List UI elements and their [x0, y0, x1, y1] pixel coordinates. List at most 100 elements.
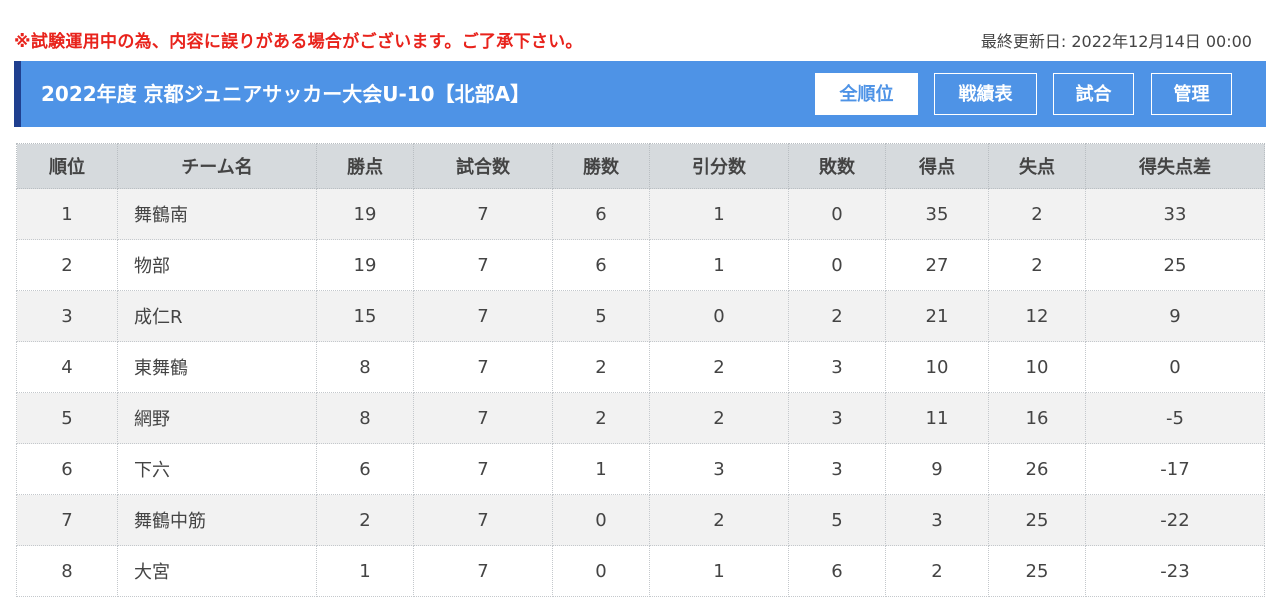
- cell-team-name: 物部: [117, 239, 317, 291]
- cell-played: 7: [413, 239, 553, 291]
- nav-button-matches[interactable]: 試合: [1053, 73, 1134, 115]
- cell-goals-against: 26: [988, 443, 1086, 495]
- nav-button-full-standings[interactable]: 全順位: [815, 73, 918, 115]
- cell-goal-difference: -23: [1085, 545, 1265, 597]
- cell-wins: 2: [552, 341, 650, 393]
- cell-goal-difference: 9: [1085, 290, 1265, 342]
- column-header-goals-for: 得点: [885, 143, 989, 189]
- cell-draws: 2: [649, 494, 789, 546]
- cell-rank: 1: [16, 188, 118, 240]
- cell-rank: 4: [16, 341, 118, 393]
- cell-points: 8: [316, 341, 414, 393]
- top-bar: ※試験運用中の為、内容に誤りがある場合がございます。ご了承下さい。 最終更新日:…: [0, 0, 1280, 58]
- cell-played: 7: [413, 341, 553, 393]
- cell-played: 7: [413, 443, 553, 495]
- column-header-played: 試合数: [413, 143, 553, 189]
- cell-losses: 6: [788, 545, 886, 597]
- cell-played: 7: [413, 392, 553, 444]
- table-row: 2 物部 19 7 6 1 0 27 2 25: [16, 239, 1265, 291]
- table-row: 3 成仁R 15 7 5 0 2 21 12 9: [16, 290, 1265, 342]
- cell-team-name: 成仁R: [117, 290, 317, 342]
- standings-table: 順位 チーム名 勝点 試合数 勝数 引分数 敗数 得点 失点 得失点差 1 舞鶴南 19 7 6 1 0 35 2…: [16, 143, 1265, 597]
- cell-goals-for: 11: [885, 392, 989, 444]
- trial-notice: ※試験運用中の為、内容に誤りがある場合がございます。ご了承下さい。: [14, 32, 583, 52]
- cell-wins: 2: [552, 392, 650, 444]
- cell-rank: 6: [16, 443, 118, 495]
- cell-points: 1: [316, 545, 414, 597]
- cell-goals-against: 25: [988, 494, 1086, 546]
- cell-goals-against: 2: [988, 188, 1086, 240]
- cell-goals-for: 3: [885, 494, 989, 546]
- cell-rank: 3: [16, 290, 118, 342]
- cell-goals-for: 27: [885, 239, 989, 291]
- cell-wins: 6: [552, 188, 650, 240]
- cell-points: 6: [316, 443, 414, 495]
- cell-points: 15: [316, 290, 414, 342]
- cell-played: 7: [413, 494, 553, 546]
- cell-rank: 8: [16, 545, 118, 597]
- header-row: 順位 チーム名 勝点 試合数 勝数 引分数 敗数 得点 失点 得失点差: [16, 143, 1265, 189]
- cell-wins: 0: [552, 494, 650, 546]
- table-row: 6 下六 6 7 1 3 3 9 26 -17: [16, 443, 1265, 495]
- table-row: 8 大宮 1 7 0 1 6 2 25 -23: [16, 545, 1265, 597]
- cell-goal-difference: 0: [1085, 341, 1265, 393]
- cell-rank: 2: [16, 239, 118, 291]
- column-header-goals-against: 失点: [988, 143, 1086, 189]
- cell-goal-difference: -17: [1085, 443, 1265, 495]
- cell-played: 7: [413, 545, 553, 597]
- cell-wins: 0: [552, 545, 650, 597]
- cell-goal-difference: 33: [1085, 188, 1265, 240]
- cell-team-name: 東舞鶴: [117, 341, 317, 393]
- cell-losses: 3: [788, 341, 886, 393]
- page-title: 2022年度 京都ジュニアサッカー大会U-10【北部A】: [41, 82, 531, 106]
- cell-goals-against: 10: [988, 341, 1086, 393]
- cell-losses: 3: [788, 392, 886, 444]
- cell-draws: 2: [649, 392, 789, 444]
- column-header-points: 勝点: [316, 143, 414, 189]
- cell-draws: 1: [649, 188, 789, 240]
- cell-wins: 5: [552, 290, 650, 342]
- column-header-rank: 順位: [16, 143, 118, 189]
- table-row: 1 舞鶴南 19 7 6 1 0 35 2 33: [16, 188, 1265, 240]
- cell-losses: 3: [788, 443, 886, 495]
- cell-points: 8: [316, 392, 414, 444]
- cell-team-name: 大宮: [117, 545, 317, 597]
- cell-goals-against: 2: [988, 239, 1086, 291]
- cell-losses: 5: [788, 494, 886, 546]
- table-row: 4 東舞鶴 8 7 2 2 3 10 10 0: [16, 341, 1265, 393]
- cell-goals-for: 35: [885, 188, 989, 240]
- cell-draws: 3: [649, 443, 789, 495]
- cell-wins: 6: [552, 239, 650, 291]
- cell-played: 7: [413, 188, 553, 240]
- cell-goal-difference: -22: [1085, 494, 1265, 546]
- cell-goals-for: 9: [885, 443, 989, 495]
- cell-points: 2: [316, 494, 414, 546]
- cell-draws: 2: [649, 341, 789, 393]
- tournament-header: 2022年度 京都ジュニアサッカー大会U-10【北部A】 全順位 戦績表 試合 …: [14, 61, 1266, 127]
- cell-goals-against: 25: [988, 545, 1086, 597]
- table-row: 5 網野 8 7 2 2 3 11 16 -5: [16, 392, 1265, 444]
- cell-draws: 1: [649, 239, 789, 291]
- nav-button-admin[interactable]: 管理: [1151, 73, 1232, 115]
- column-header-wins: 勝数: [552, 143, 650, 189]
- cell-goal-difference: -5: [1085, 392, 1265, 444]
- last-updated: 最終更新日: 2022年12月14日 00:00: [980, 32, 1252, 51]
- column-header-team-name: チーム名: [117, 143, 317, 189]
- cell-losses: 0: [788, 188, 886, 240]
- cell-goal-difference: 25: [1085, 239, 1265, 291]
- cell-goals-for: 2: [885, 545, 989, 597]
- cell-team-name: 網野: [117, 392, 317, 444]
- table-row: 7 舞鶴中筋 2 7 0 2 5 3 25 -22: [16, 494, 1265, 546]
- column-header-losses: 敗数: [788, 143, 886, 189]
- cell-team-name: 舞鶴中筋: [117, 494, 317, 546]
- nav-button-results-table[interactable]: 戦績表: [934, 73, 1037, 115]
- cell-points: 19: [316, 188, 414, 240]
- cell-wins: 1: [552, 443, 650, 495]
- cell-goals-for: 10: [885, 341, 989, 393]
- cell-team-name: 舞鶴南: [117, 188, 317, 240]
- cell-losses: 0: [788, 239, 886, 291]
- cell-goals-against: 12: [988, 290, 1086, 342]
- cell-team-name: 下六: [117, 443, 317, 495]
- column-header-draws: 引分数: [649, 143, 789, 189]
- cell-goals-against: 16: [988, 392, 1086, 444]
